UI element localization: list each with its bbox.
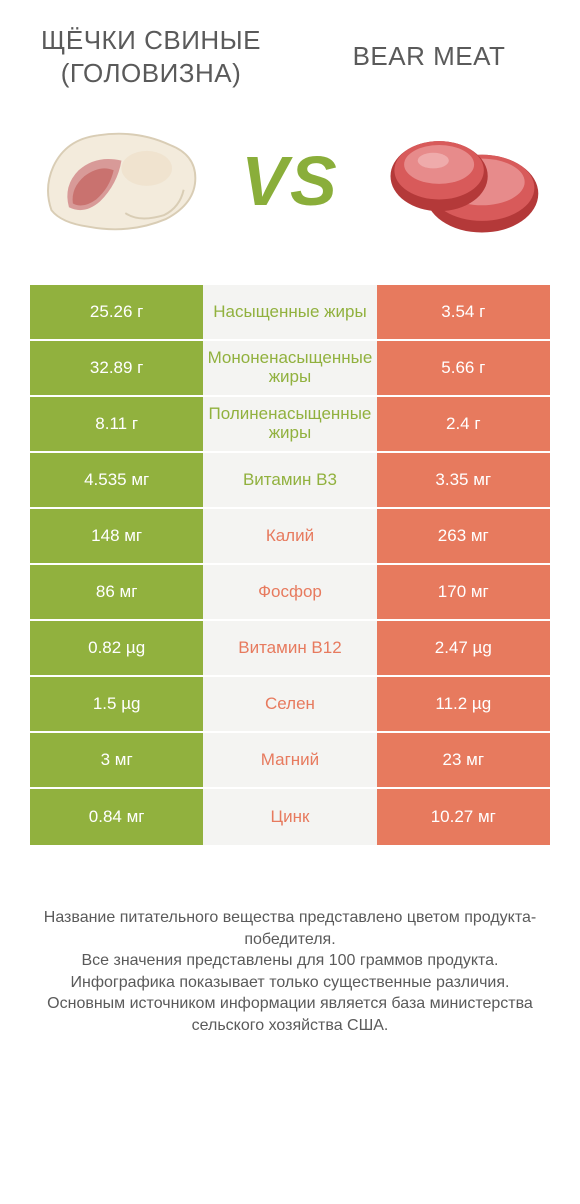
left-value-cell: 1.5 µg: [30, 677, 203, 731]
vs-row: VS: [0, 97, 580, 285]
left-value-cell: 148 мг: [30, 509, 203, 563]
right-product-title: BEAR MEAT: [290, 24, 568, 89]
nutrient-label-cell: Цинк: [203, 789, 376, 845]
table-row: 3 мгМагний23 мг: [30, 733, 550, 789]
footer-notes: Название питательного вещества представл…: [0, 845, 580, 1037]
table-row: 25.26 гНасыщенные жиры3.54 г: [30, 285, 550, 341]
right-product-image: [373, 111, 548, 251]
right-value-cell: 3.54 г: [377, 285, 550, 339]
footer-line: Все значения представлены для 100 граммо…: [22, 950, 558, 972]
left-value-cell: 0.84 мг: [30, 789, 203, 845]
left-product-image: [32, 111, 207, 251]
comparison-table: 25.26 гНасыщенные жиры3.54 г32.89 гМонон…: [0, 285, 580, 845]
vs-label: VS: [241, 141, 338, 221]
nutrient-label-cell: Селен: [203, 677, 376, 731]
left-product-title: ЩЁЧКИ СВИНЫЕ (ГОЛОВИЗНА): [12, 24, 290, 89]
right-value-cell: 170 мг: [377, 565, 550, 619]
left-value-cell: 4.535 мг: [30, 453, 203, 507]
table-row: 4.535 мгВитамин B33.35 мг: [30, 453, 550, 509]
table-row: 0.82 µgВитамин B122.47 µg: [30, 621, 550, 677]
footer-line: Основным источником информации является …: [22, 993, 558, 1036]
footer-line: Инфографика показывает только существенн…: [22, 972, 558, 994]
nutrient-label-cell: Насыщенные жиры: [203, 285, 376, 339]
right-value-cell: 2.4 г: [377, 397, 550, 451]
table-row: 32.89 гМононенасыщенные жиры5.66 г: [30, 341, 550, 397]
left-value-cell: 86 мг: [30, 565, 203, 619]
nutrient-label-cell: Калий: [203, 509, 376, 563]
right-value-cell: 11.2 µg: [377, 677, 550, 731]
footer-line: Название питательного вещества представл…: [22, 907, 558, 950]
table-row: 8.11 гПолиненасыщенные жиры2.4 г: [30, 397, 550, 453]
table-row: 86 мгФосфор170 мг: [30, 565, 550, 621]
nutrient-label-cell: Витамин B3: [203, 453, 376, 507]
nutrient-label-cell: Мононенасыщенные жиры: [203, 341, 376, 395]
left-value-cell: 25.26 г: [30, 285, 203, 339]
left-value-cell: 3 мг: [30, 733, 203, 787]
table-row: 0.84 мгЦинк10.27 мг: [30, 789, 550, 845]
table-row: 1.5 µgСелен11.2 µg: [30, 677, 550, 733]
nutrient-label-cell: Витамин B12: [203, 621, 376, 675]
nutrient-label-cell: Фосфор: [203, 565, 376, 619]
right-value-cell: 5.66 г: [377, 341, 550, 395]
left-value-cell: 0.82 µg: [30, 621, 203, 675]
right-value-cell: 23 мг: [377, 733, 550, 787]
right-value-cell: 2.47 µg: [377, 621, 550, 675]
nutrient-label-cell: Магний: [203, 733, 376, 787]
left-value-cell: 8.11 г: [30, 397, 203, 451]
left-value-cell: 32.89 г: [30, 341, 203, 395]
nutrient-label-cell: Полиненасыщенные жиры: [203, 397, 376, 451]
table-row: 148 мгКалий263 мг: [30, 509, 550, 565]
right-value-cell: 3.35 мг: [377, 453, 550, 507]
right-value-cell: 263 мг: [377, 509, 550, 563]
titles-row: ЩЁЧКИ СВИНЫЕ (ГОЛОВИЗНА) BEAR MEAT: [0, 0, 580, 97]
right-value-cell: 10.27 мг: [377, 789, 550, 845]
